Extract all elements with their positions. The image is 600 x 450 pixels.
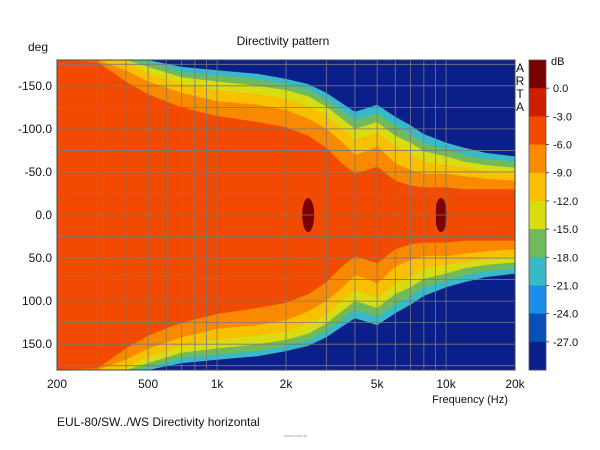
y-tick-label: 150.0 bbox=[22, 337, 52, 351]
colorbar-swatch bbox=[529, 172, 546, 202]
colorbar-unit: dB bbox=[551, 56, 564, 68]
x-tick-label: 500 bbox=[138, 377, 158, 391]
colorbar-label: -6.0 bbox=[553, 140, 572, 152]
x-tick-label: 1k bbox=[211, 377, 225, 391]
x-tick-label: 200 bbox=[47, 377, 67, 391]
x-tick-label: 2k bbox=[280, 377, 294, 391]
x-tick-label: 20k bbox=[505, 377, 525, 391]
colorbar-label: -15.0 bbox=[553, 224, 578, 236]
watermark: www.tonsil.pl bbox=[284, 433, 308, 438]
colorbar-swatch bbox=[529, 88, 546, 117]
colorbar-swatch bbox=[529, 200, 546, 230]
colorbar-swatch bbox=[529, 341, 546, 371]
colorbar-label: -12.0 bbox=[553, 196, 578, 208]
arta-letter: R bbox=[516, 74, 525, 88]
x-tick-label: 10k bbox=[436, 377, 456, 391]
colorbar-label: 0.0 bbox=[553, 83, 568, 95]
colorbar-label: -27.0 bbox=[553, 337, 578, 349]
arta-letter: A bbox=[516, 100, 524, 114]
colorbar-label: -3.0 bbox=[553, 111, 572, 123]
arta-letter: T bbox=[516, 87, 524, 101]
colorbar-swatch bbox=[529, 285, 546, 315]
footer-caption: EUL-80/SW../WS Directivity horizontal bbox=[57, 415, 260, 429]
colorbar-label: -21.0 bbox=[553, 280, 578, 292]
x-axis-label: Frequency (Hz) bbox=[432, 394, 508, 406]
colorbar-swatch bbox=[529, 257, 546, 286]
chart-title: Directivity pattern bbox=[237, 34, 330, 48]
colorbar-frame bbox=[528, 59, 547, 371]
y-tick-label: 0.0 bbox=[35, 208, 52, 222]
colorbar-swatch bbox=[529, 116, 546, 146]
y-tick-label: 100.0 bbox=[22, 294, 52, 308]
colorbar-swatch bbox=[529, 229, 546, 258]
x-tick-label: 5k bbox=[371, 377, 385, 391]
y-axis-label: deg bbox=[28, 40, 48, 54]
y-tick-label: -100.0 bbox=[18, 122, 52, 136]
colorbar-label: -18.0 bbox=[553, 252, 578, 264]
arta-letter: A bbox=[516, 61, 524, 75]
colorbar-label: -24.0 bbox=[553, 309, 578, 321]
colorbar-label: -9.0 bbox=[553, 168, 572, 180]
y-tick-label: -150.0 bbox=[18, 79, 52, 93]
plot-frame bbox=[56, 59, 516, 371]
y-tick-label: -50.0 bbox=[25, 165, 53, 179]
colorbar-swatch bbox=[529, 60, 546, 89]
y-tick-label: 50.0 bbox=[29, 251, 53, 265]
colorbar-swatch bbox=[529, 144, 546, 174]
colorbar-swatch bbox=[529, 313, 546, 343]
